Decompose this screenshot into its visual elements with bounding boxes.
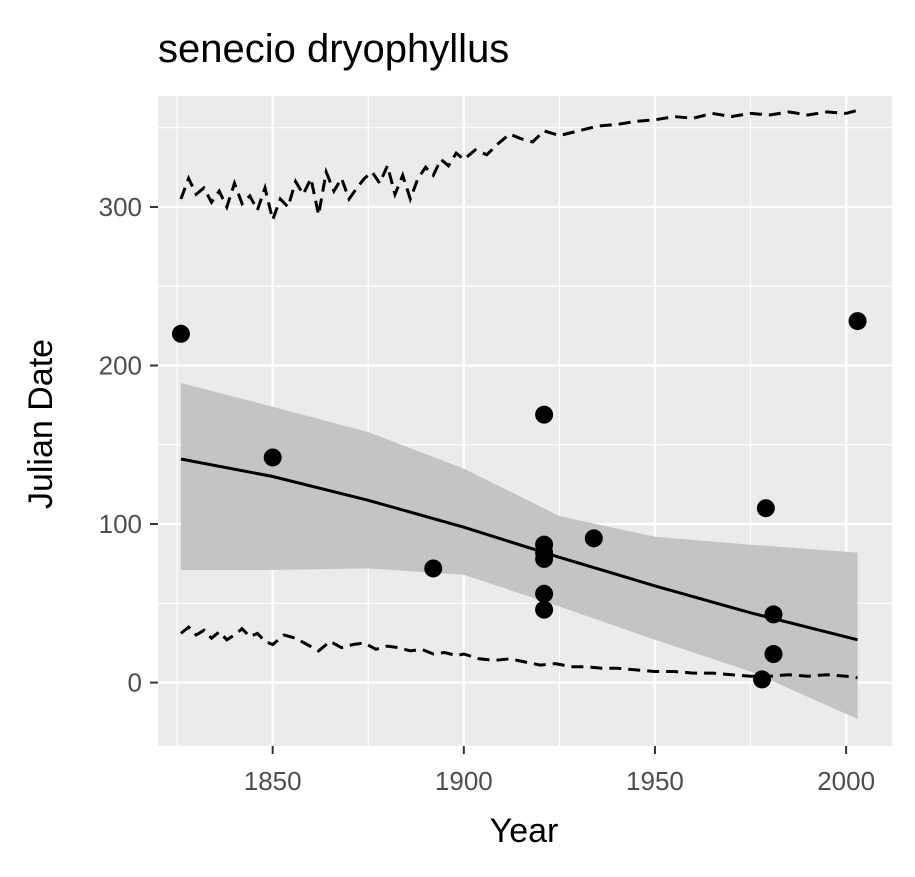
x-axis-title: Year [490, 812, 559, 850]
trend-line-layer [180, 457, 858, 642]
lower-quantile-line [179, 625, 858, 680]
data-point [171, 324, 190, 343]
x-tick-label: 1950 [626, 766, 684, 796]
data-point [535, 600, 554, 619]
x-axis-ticks: 1850 1900 1950 2000 [244, 746, 875, 796]
grid-minor [158, 96, 892, 746]
y-axis-title: Julian Date [22, 339, 60, 509]
confidence-ribbon [180, 383, 858, 719]
x-tick-label: 2000 [817, 766, 875, 796]
data-point [764, 645, 783, 664]
y-tick-label: 0 [128, 668, 142, 698]
x-tick-label: 1850 [244, 766, 302, 796]
data-point [753, 670, 772, 689]
chart-title: senecio dryophyllus [158, 27, 509, 71]
y-tick-label: 100 [99, 509, 142, 539]
data-point [584, 529, 603, 548]
data-point [263, 448, 282, 467]
data-point [535, 549, 554, 568]
data-point [535, 584, 554, 603]
data-point [764, 605, 783, 624]
data-point [535, 405, 554, 424]
x-tick-label: 1900 [435, 766, 493, 796]
y-tick-label: 300 [99, 192, 142, 222]
confidence-ribbon-layer [180, 383, 858, 719]
data-point [756, 499, 775, 518]
quantile-bands-layer [179, 108, 858, 680]
trend-line [180, 457, 858, 642]
y-tick-label: 200 [99, 351, 142, 381]
data-point [424, 559, 443, 578]
y-axis-ticks: 0 100 200 300 [99, 192, 158, 698]
data-point [848, 312, 867, 331]
upper-quantile-line [179, 108, 858, 225]
points-layer [171, 312, 867, 689]
